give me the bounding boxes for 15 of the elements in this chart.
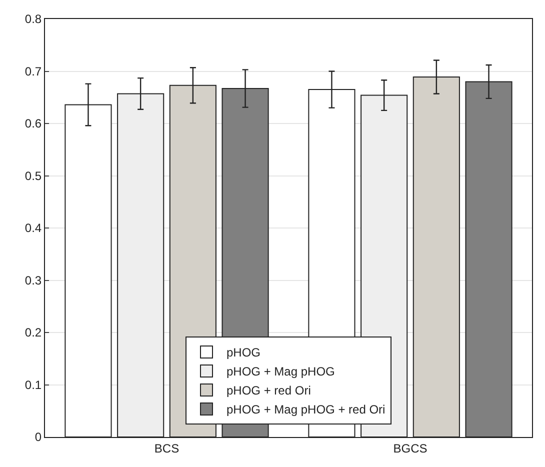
y-tick-label: 0 [34, 430, 42, 444]
y-tick-label: 0.8 [24, 12, 42, 26]
y-tick-label: 0.1 [24, 378, 42, 392]
legend-label: pHOG + Mag pHOG [226, 364, 335, 379]
y-tick-label: 0.2 [24, 326, 42, 340]
y-tick-label: 0.4 [24, 221, 42, 236]
legend-label: pHOG [226, 346, 261, 360]
legend-label: pHOG + red Ori [226, 384, 311, 398]
y-tick-label: 0.7 [24, 64, 42, 78]
y-tick-label: 0.5 [24, 168, 42, 183]
x-tick-label: BGCS [393, 441, 428, 456]
y-tick-label: 0.6 [24, 116, 42, 131]
legend-label: pHOG + Mag pHOG + red Ori [226, 402, 386, 417]
x-tick-label: BCS [154, 441, 180, 456]
y-tick-label: 0.3 [24, 273, 42, 288]
